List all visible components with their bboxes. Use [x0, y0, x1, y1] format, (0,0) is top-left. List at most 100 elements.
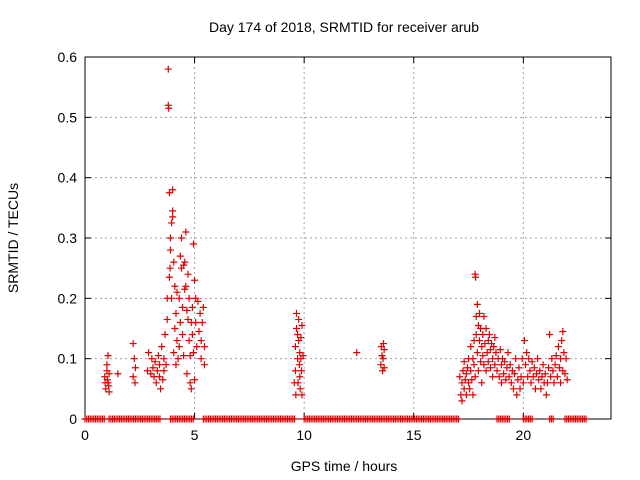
data-point	[169, 186, 177, 194]
x-tick-label: 5	[191, 427, 199, 443]
data-point	[186, 379, 194, 387]
data-point	[189, 240, 197, 248]
data-point	[563, 376, 571, 384]
y-tick-label: 0	[69, 411, 77, 427]
data-point	[200, 361, 208, 369]
data-point	[514, 376, 522, 384]
data-point	[519, 379, 527, 387]
data-point	[523, 349, 531, 357]
x-tick-label: 10	[296, 427, 312, 443]
data-point	[170, 258, 178, 266]
data-point	[559, 328, 567, 336]
data-point	[483, 349, 491, 357]
data-point	[491, 334, 499, 342]
data-point	[534, 355, 542, 363]
data-point	[165, 273, 173, 281]
data-point	[463, 364, 471, 372]
data-point	[493, 367, 501, 375]
data-point	[185, 294, 193, 302]
data-point	[158, 343, 166, 351]
zero-baseline-points	[81, 415, 590, 423]
data-point	[380, 346, 388, 354]
data-point	[480, 361, 488, 369]
data-point	[292, 391, 300, 399]
data-point	[469, 391, 477, 399]
data-point	[472, 312, 480, 320]
data-point	[502, 376, 510, 384]
data-point	[504, 349, 512, 357]
data-point	[482, 325, 490, 332]
data-point	[184, 270, 192, 278]
axis-ticks: 0 0.1 0.2 0.3 0.4 0.5 0.6 0 5 10 15 20	[58, 49, 611, 443]
data-point	[526, 367, 534, 375]
data-point	[536, 367, 544, 375]
data-point	[377, 361, 385, 369]
zero-point	[291, 415, 299, 423]
data-point	[380, 364, 388, 372]
data-point	[497, 361, 505, 369]
data-points	[101, 65, 571, 405]
chart-title: Day 174 of 2018, SRMTID for receiver aru…	[209, 19, 479, 35]
data-point	[503, 364, 511, 372]
data-point	[379, 367, 387, 375]
data-point	[156, 361, 164, 369]
data-point	[380, 340, 388, 348]
data-point	[104, 352, 112, 360]
data-point	[485, 331, 493, 339]
data-point	[522, 361, 530, 369]
data-point	[550, 379, 558, 387]
data-point	[486, 346, 494, 354]
data-point	[476, 309, 483, 317]
y-tick-label: 0.1	[58, 351, 78, 367]
x-axis-label: GPS time / hours	[291, 458, 398, 474]
data-point	[173, 288, 181, 296]
data-point	[173, 337, 181, 345]
data-point	[484, 337, 492, 345]
data-point	[458, 397, 466, 405]
data-point	[153, 367, 161, 375]
y-tick-label: 0.4	[58, 170, 78, 186]
y-tick-label: 0.2	[58, 290, 78, 306]
data-point	[545, 364, 553, 372]
data-point	[528, 358, 536, 366]
data-point	[561, 370, 569, 378]
data-point	[470, 361, 478, 369]
data-point	[175, 343, 183, 351]
data-point	[184, 315, 192, 323]
data-point	[506, 361, 514, 369]
data-point	[548, 355, 556, 363]
data-point	[481, 340, 489, 348]
data-point	[535, 376, 543, 384]
data-point	[379, 355, 387, 363]
data-point	[489, 373, 497, 381]
data-point	[518, 355, 526, 363]
data-point	[527, 379, 535, 387]
data-point	[294, 379, 302, 387]
data-point	[500, 370, 508, 378]
data-point	[492, 349, 500, 357]
data-point	[159, 376, 167, 384]
data-point	[513, 391, 521, 399]
x-tick-label: 15	[406, 427, 422, 443]
data-point	[177, 234, 185, 242]
data-point	[295, 361, 303, 369]
data-point	[183, 306, 191, 314]
data-point	[296, 349, 304, 357]
data-point	[189, 349, 197, 357]
data-point	[529, 373, 537, 381]
data-point	[532, 370, 540, 378]
data-point	[297, 334, 305, 342]
data-point	[292, 325, 300, 332]
data-point	[509, 385, 517, 393]
data-point	[543, 379, 551, 387]
data-point	[157, 385, 165, 393]
data-point	[187, 385, 195, 393]
data-point	[512, 355, 520, 363]
data-point	[472, 331, 480, 339]
data-point	[555, 364, 563, 372]
data-point	[542, 391, 550, 399]
data-point	[471, 373, 479, 381]
data-point	[130, 355, 138, 363]
data-point	[131, 364, 139, 372]
data-point	[479, 352, 487, 360]
